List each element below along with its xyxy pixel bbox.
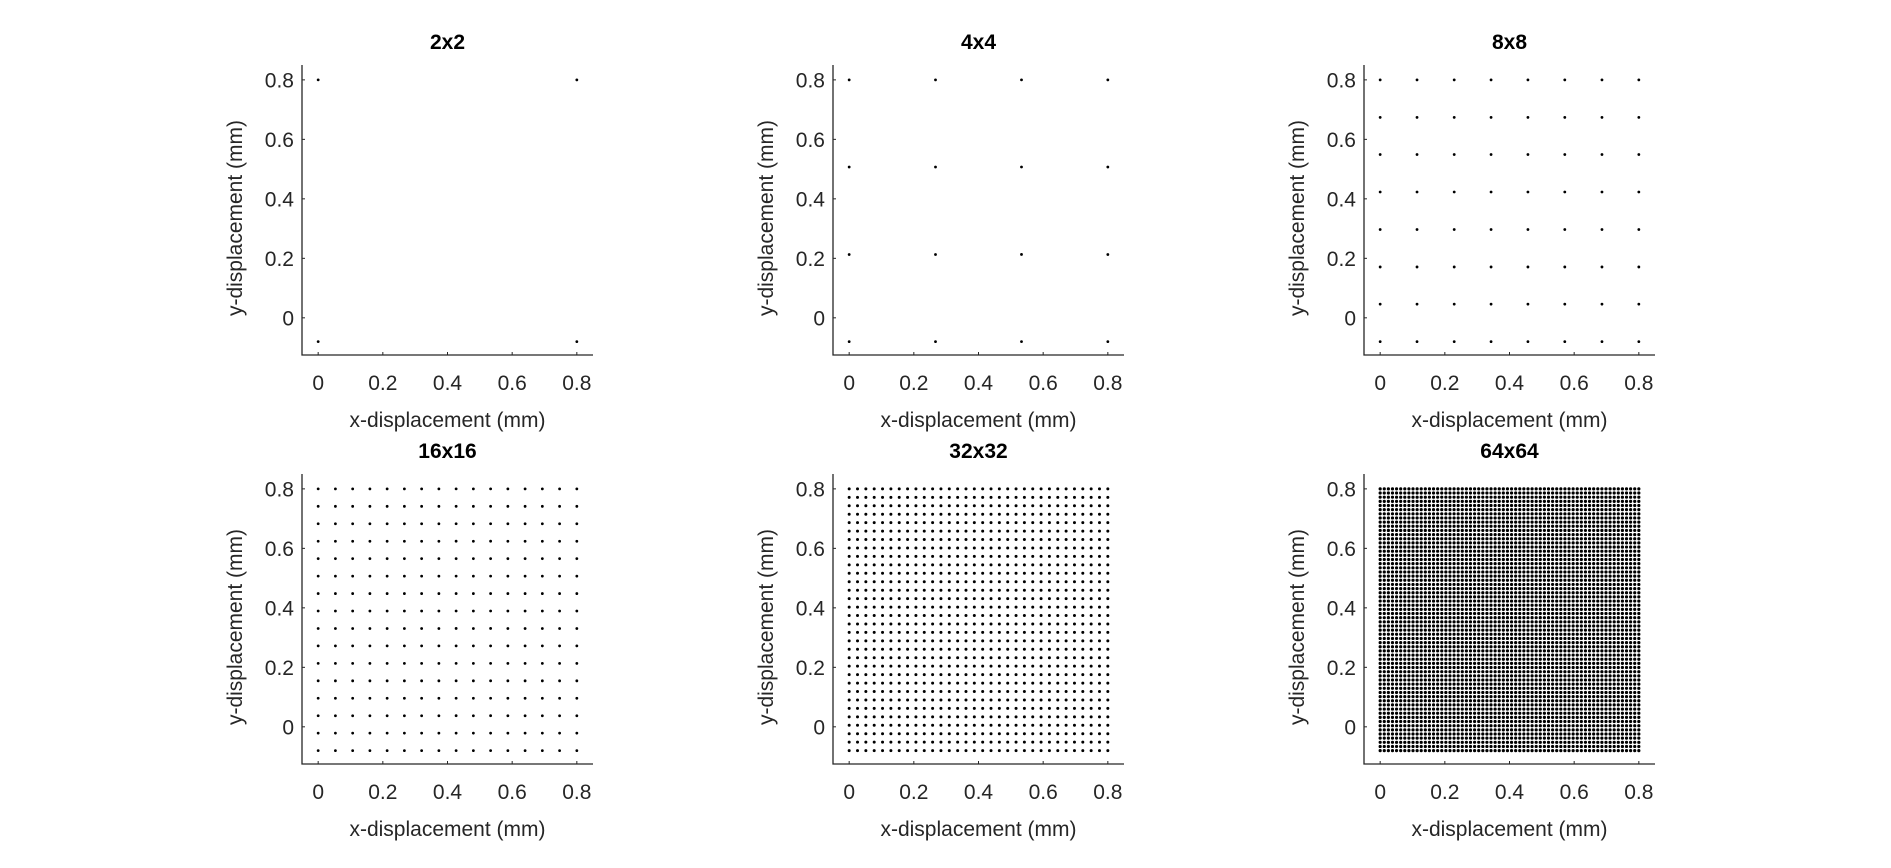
x-tick-label: 0: [312, 372, 324, 395]
y-tick-label: 0.4: [796, 188, 826, 211]
x-tick-label: 0: [843, 372, 855, 395]
x-tick-label: 0.4: [964, 372, 994, 395]
y-tick-label: 0.8: [265, 69, 294, 92]
y-axis-label: y-displacement (mm): [224, 529, 247, 725]
x-tick-label: 0.6: [1029, 372, 1058, 395]
x-tick-label: 0.2: [899, 372, 928, 395]
subplot-4x4: 4x4 0 0.2 0.4 0.6 0.8 0 0.2 0.4 0.6 0.8 x-displacem…: [755, 31, 1124, 432]
y-tick-label: 0.4: [1327, 188, 1357, 211]
y-tick-label: 0.8: [1327, 69, 1356, 92]
y-tick-label: 0.4: [265, 188, 295, 211]
x-tick-label: 0.8: [1093, 372, 1122, 395]
x-tick-label: 0.8: [562, 372, 591, 395]
axes-frame: [1363, 65, 1655, 356]
subplot-title: 32x32: [949, 440, 1007, 463]
y-tick-label: 0.8: [796, 478, 825, 501]
x-tick-label: 0.4: [1495, 372, 1525, 395]
y-tick-label: 0: [813, 307, 825, 330]
y-tick-label: 0.8: [265, 478, 294, 501]
x-tick-label: 0.2: [368, 781, 397, 804]
x-tick-label: 0.2: [1430, 372, 1459, 395]
axes-frame: [1363, 474, 1655, 765]
y-tick-label: 0: [282, 716, 294, 739]
y-axis-label: y-displacement (mm): [1286, 120, 1309, 316]
x-tick-label: 0.2: [1430, 781, 1459, 804]
x-tick-label: 0.8: [1093, 781, 1122, 804]
x-tick-label: 0.4: [1495, 781, 1525, 804]
y-tick-label: 0.2: [1327, 248, 1356, 271]
x-tick-label: 0.6: [1029, 781, 1058, 804]
x-tick-label: 0.6: [498, 372, 527, 395]
y-axis-label: y-displacement (mm): [224, 120, 247, 316]
x-tick-label: 0: [312, 781, 324, 804]
scatter-points: [847, 78, 1110, 344]
subplot-title: 64x64: [1480, 440, 1539, 463]
subplot-title: 8x8: [1492, 31, 1527, 54]
x-tick-label: 0.6: [1560, 372, 1589, 395]
y-tick-label: 0.6: [265, 129, 294, 152]
y-tick-label: 0: [1344, 307, 1356, 330]
y-tick-label: 0.8: [796, 69, 825, 92]
y-tick-label: 0.8: [1327, 478, 1356, 501]
y-tick-label: 0.6: [1327, 538, 1356, 561]
axes-frame: [832, 474, 1124, 765]
subplot-2x2: 2x2 0 0.2 0.4 0.6 0.8 0 0.2 0.4 0.6 0.8 x-displacem…: [224, 31, 593, 432]
x-tick-label: 0.8: [562, 781, 591, 804]
y-tick-label: 0.4: [265, 597, 295, 620]
x-axis-label: x-displacement (mm): [349, 409, 545, 432]
y-axis-label: y-displacement (mm): [1286, 529, 1309, 725]
x-tick-label: 0.4: [433, 781, 463, 804]
x-axis-label: x-displacement (mm): [880, 818, 1076, 841]
scatter-points: [1378, 78, 1641, 344]
scatter-points: [316, 78, 579, 344]
subplot-32x32: 32x32 0 0.2 0.4 0.6 0.8 0 0.2 0.4 0.6 0.8 x-displac…: [755, 440, 1124, 841]
y-tick-label: 0.6: [796, 538, 825, 561]
axes-frame: [301, 65, 593, 356]
y-axis-label: y-displacement (mm): [755, 120, 778, 316]
x-axis-label: x-displacement (mm): [349, 818, 545, 841]
y-tick-label: 0.4: [1327, 597, 1357, 620]
x-tick-label: 0.4: [433, 372, 463, 395]
x-tick-label: 0: [1374, 781, 1386, 804]
x-axis-label: x-displacement (mm): [880, 409, 1076, 432]
x-tick-label: 0.8: [1624, 781, 1653, 804]
x-axis-label: x-displacement (mm): [1411, 409, 1607, 432]
subplot-title: 4x4: [961, 31, 996, 54]
y-tick-label: 0.4: [796, 597, 826, 620]
y-axis-label: y-displacement (mm): [755, 529, 778, 725]
subplot-64x64: 64x64 0 0.2 0.4 0.6 0.8 0 0.2 0.4 0.6 0.8 x-displac…: [1286, 440, 1655, 841]
y-tick-label: 0.2: [796, 657, 825, 680]
y-tick-label: 0.2: [796, 248, 825, 271]
y-tick-label: 0.2: [265, 248, 294, 271]
x-tick-label: 0.2: [899, 781, 928, 804]
y-tick-label: 0: [813, 716, 825, 739]
y-tick-label: 0.6: [1327, 129, 1356, 152]
x-tick-label: 0: [843, 781, 855, 804]
y-tick-label: 0: [1344, 716, 1356, 739]
subplot-title: 2x2: [430, 31, 465, 54]
y-tick-label: 0.2: [1327, 657, 1356, 680]
x-tick-label: 0.4: [964, 781, 994, 804]
x-tick-label: 0.2: [368, 372, 397, 395]
x-tick-label: 0: [1374, 372, 1386, 395]
axes-frame: [832, 65, 1124, 356]
scatter-points: [316, 487, 579, 753]
x-axis-label: x-displacement (mm): [1411, 818, 1607, 841]
y-tick-label: 0.6: [265, 538, 294, 561]
y-tick-label: 0.6: [796, 129, 825, 152]
subplot-8x8: 8x8 0 0.2 0.4 0.6 0.8 0 0.2 0.4 0.6 0.8 x-displacem…: [1286, 31, 1655, 432]
y-tick-label: 0: [282, 307, 294, 330]
axes-frame: [301, 474, 593, 765]
x-tick-label: 0.8: [1624, 372, 1653, 395]
subplot-16x16: 16x16 0 0.2 0.4 0.6 0.8 0 0.2 0.4 0.6 0.8 x-displac…: [224, 440, 593, 841]
subplot-title: 16x16: [418, 440, 476, 463]
scatter-points: [1378, 487, 1641, 753]
y-tick-label: 0.2: [265, 657, 294, 680]
x-tick-label: 0.6: [1560, 781, 1589, 804]
scatter-points: [847, 487, 1110, 753]
x-tick-label: 0.6: [498, 781, 527, 804]
